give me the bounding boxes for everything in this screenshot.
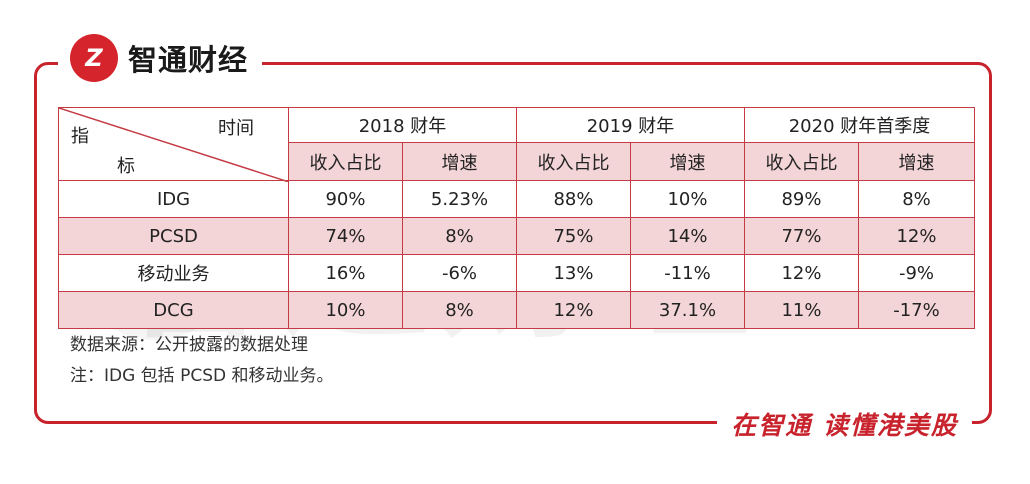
- subheader-cell: 增速: [402, 142, 517, 181]
- revenue-table: 时间 指 标 2018 财年 2019 财年 2020 财年首季度 收入占比 增…: [58, 106, 975, 329]
- table-cell: -17%: [858, 291, 975, 329]
- slogan: 在智通 读懂港美股: [717, 404, 972, 444]
- year-header: 2019 财年: [516, 106, 745, 144]
- table-row: DCG 10% 8% 12% 37.1% 11% -17%: [58, 291, 975, 329]
- table-row: 移动业务 16% -6% 13% -11% 12% -9%: [58, 254, 975, 292]
- table-cell: 10%: [630, 180, 745, 218]
- subheader-cell: 收入占比: [516, 142, 631, 181]
- year-header: 2018 财年: [288, 106, 517, 144]
- table-cell: 8%: [402, 291, 517, 329]
- table-cell: 37.1%: [630, 291, 745, 329]
- corner-indicator-label-1: 指: [71, 126, 89, 147]
- row-label: IDG: [58, 180, 289, 218]
- table-cell: 77%: [744, 217, 859, 255]
- row-label: DCG: [58, 291, 289, 329]
- source-note: 数据来源：公开披露的数据处理: [70, 335, 308, 355]
- subheader-cell: 增速: [858, 142, 975, 181]
- table-cell: 90%: [288, 180, 403, 218]
- table-cell: 12%: [858, 217, 975, 255]
- table-cell: -6%: [402, 254, 517, 292]
- table-row: IDG 90% 5.23% 88% 10% 89% 8%: [58, 180, 975, 218]
- table-cell: 16%: [288, 254, 403, 292]
- brand-logo-icon: Z: [70, 34, 118, 82]
- subheader-cell: 收入占比: [288, 142, 403, 181]
- table-cell: 75%: [516, 217, 631, 255]
- table-cell: -11%: [630, 254, 745, 292]
- table-cell: 88%: [516, 180, 631, 218]
- table-cell: -9%: [858, 254, 975, 292]
- corner-time-label: 时间: [218, 118, 254, 139]
- table-cell: 89%: [744, 180, 859, 218]
- table-cell: 13%: [516, 254, 631, 292]
- table-cell: 5.23%: [402, 180, 517, 218]
- table-cell: 74%: [288, 217, 403, 255]
- table-row: PCSD 74% 8% 75% 14% 77% 12%: [58, 217, 975, 255]
- footnote: 注：IDG 包括 PCSD 和移动业务。: [70, 366, 334, 386]
- corner-diagonal-line: [59, 108, 289, 182]
- table-cell: 8%: [402, 217, 517, 255]
- table-cell: 12%: [744, 254, 859, 292]
- table-cell: 8%: [858, 180, 975, 218]
- table-cell: 10%: [288, 291, 403, 329]
- brand-name: 智通财经: [128, 43, 249, 77]
- row-label: 移动业务: [58, 254, 289, 292]
- subheader-cell: 增速: [630, 142, 745, 181]
- table-cell: 14%: [630, 217, 745, 255]
- notes-block: 数据来源：公开披露的数据处理 注：IDG 包括 PCSD 和移动业务。: [70, 330, 334, 392]
- corner-indicator-label-2: 标: [117, 156, 135, 177]
- brand-header: Z 智通财经: [58, 28, 263, 88]
- table-corner-header: 时间 指 标: [58, 107, 289, 182]
- content-frame: [34, 62, 992, 424]
- table-cell: 11%: [744, 291, 859, 329]
- year-header: 2020 财年首季度: [744, 106, 975, 144]
- table-cell: 12%: [516, 291, 631, 329]
- row-label: PCSD: [58, 217, 289, 255]
- subheader-cell: 收入占比: [744, 142, 859, 181]
